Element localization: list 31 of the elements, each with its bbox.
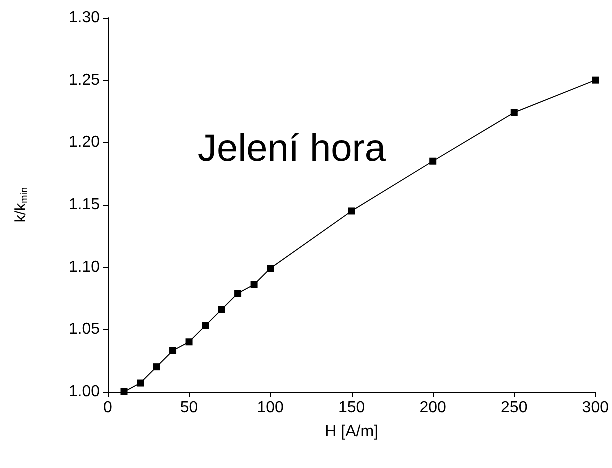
x-tick-label: 200 [420, 400, 447, 416]
point [430, 158, 437, 165]
point [218, 306, 226, 314]
y-axis-title: k/kmin [12, 187, 30, 223]
point [250, 281, 258, 288]
point [267, 265, 274, 272]
point [137, 380, 144, 387]
x-tick-label: 50 [180, 400, 198, 416]
x-axis-title: H [A/m] [325, 424, 378, 440]
point [170, 347, 177, 354]
x-tick-label: 150 [338, 400, 366, 416]
x-tick-label: 0 [104, 400, 113, 416]
x-tick-label: 250 [501, 400, 528, 416]
x-tick-label: 300 [582, 400, 610, 416]
point [234, 290, 242, 298]
point [186, 338, 193, 346]
y-tick-label: 1.20 [68, 134, 100, 152]
annotation: Jelení hora [198, 128, 387, 170]
point [348, 208, 356, 215]
y-tick-label: 1.10 [68, 258, 100, 276]
y-tick-label: 1.25 [68, 72, 100, 89]
y-tick-label: 1.15 [68, 196, 100, 214]
y-tick-label: 1.00 [68, 384, 100, 400]
point [592, 76, 600, 84]
y-tick-label: 1.05 [68, 321, 100, 338]
y-tick-label: 1.30 [68, 10, 100, 26]
point [120, 388, 128, 396]
point [202, 322, 210, 330]
x-tick-label: 100 [257, 400, 284, 416]
point [510, 109, 518, 116]
point [153, 364, 160, 371]
